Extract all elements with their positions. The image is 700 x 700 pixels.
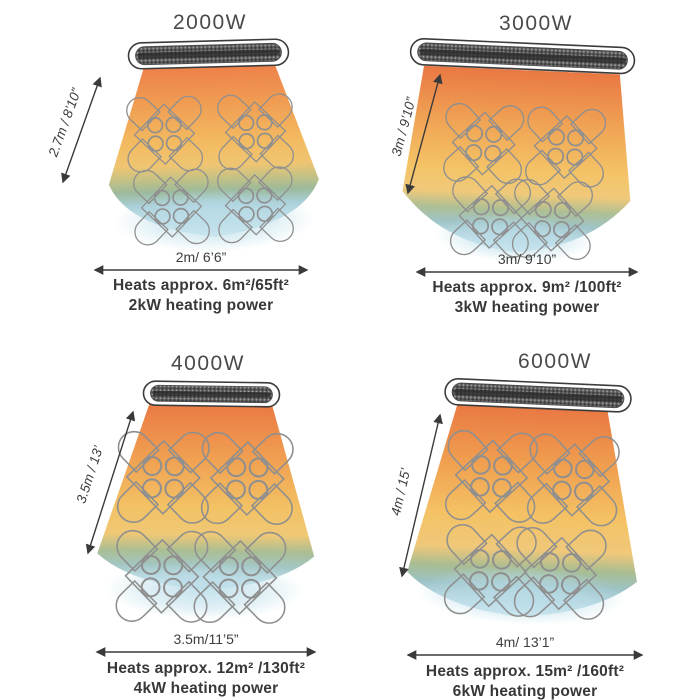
panel-title: 2000W — [173, 11, 247, 34]
panel-2000w-figure: 2000W 2.7m / 8’10” 2m/ 6’6” Heats approx… — [45, 11, 319, 314]
vertical-dimension-arrow — [399, 413, 443, 578]
heat-spread-diagram — [97, 380, 315, 631]
horizontal-dimension-label: 3m/ 9’10” — [498, 251, 557, 267]
heat-spread-diagram — [108, 38, 319, 252]
panel-3000w-figure: 3000W 3m / 9’10” 3m/ 9’10” Heats approx.… — [389, 12, 639, 316]
vertical-dimension-label: 2.7m / 8’10” — [45, 86, 84, 160]
heat-pool — [114, 187, 315, 252]
horizontal-dimension-label: 4m/ 13’1” — [496, 634, 555, 650]
infrared-heater-icon — [444, 378, 632, 413]
panel-title: 4000W — [171, 352, 245, 375]
heating-area-label: Heats approx. 15m² /160ft² — [426, 663, 624, 680]
vertical-dimension-label: 3.5m / 13’ — [73, 443, 106, 505]
infrared-heater-icon — [409, 37, 636, 75]
panel-4000w-figure: 4000W 3.5m / 13’ 3.5m/11’5” Heats approx… — [73, 352, 317, 697]
heating-power-label: 4kW heating power — [134, 680, 279, 697]
infrared-heater-icon — [127, 38, 290, 70]
vertical-dimension-arrow — [85, 410, 136, 555]
panel-4000w: 4000W 3.5m / 13’ 3.5m/11’5” Heats approx… — [0, 350, 350, 700]
heating-power-label: 2kW heating power — [129, 297, 274, 314]
vertical-dimension-label: 4m / 15’ — [388, 466, 414, 517]
panel-title: 3000W — [499, 12, 573, 35]
heating-area-label: Heats approx. 6m²/65ft² — [113, 277, 289, 294]
vertical-dimension-arrow — [405, 73, 443, 195]
heating-power-label: 3kW heating power — [455, 299, 600, 316]
heating-power-label: 6kW heating power — [453, 683, 598, 700]
panel-2000w: 2000W 2.7m / 8’10” 2m/ 6’6” Heats approx… — [0, 0, 350, 350]
infrared-heater-icon — [142, 380, 281, 408]
heat-spread-diagram — [407, 378, 637, 628]
panel-6000w: 6000W 4m / 15’ 4m/ 13’1” Heats approx. 1… — [350, 350, 700, 700]
heating-area-label: Heats approx. 12m² /130ft² — [107, 660, 305, 677]
heat-spread-diagram — [402, 37, 636, 267]
horizontal-dimension-label: 3.5m/11’5” — [173, 631, 238, 647]
horizontal-dimension-label: 2m/ 6’6” — [176, 249, 227, 265]
vertical-dimension-arrow — [61, 76, 102, 184]
panel-6000w-figure: 6000W 4m / 15’ 4m/ 13’1” Heats approx. 1… — [388, 350, 644, 700]
panel-title: 6000W — [518, 350, 592, 373]
heating-area-label: Heats approx. 9m² /100ft² — [432, 279, 621, 296]
panel-3000w: 3000W 3m / 9’10” 3m/ 9’10” Heats approx.… — [350, 0, 700, 350]
